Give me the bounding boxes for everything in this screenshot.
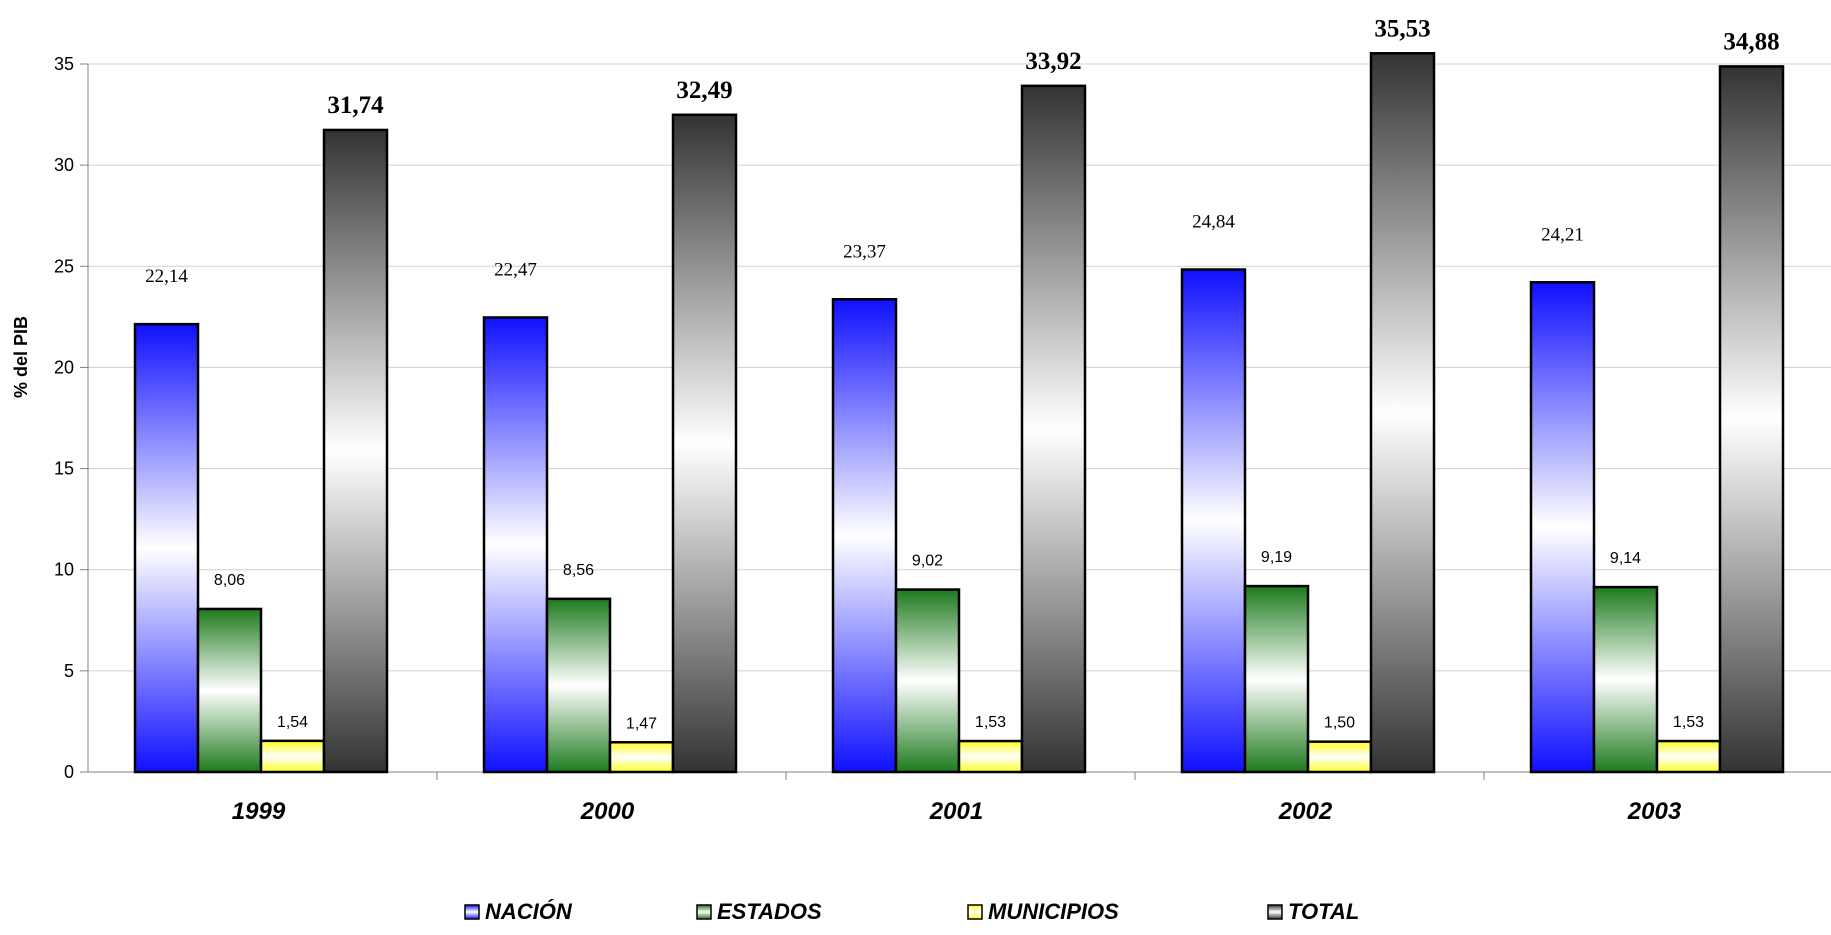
bar-total-1999 [322,128,389,774]
x-category-label: 2000 [580,798,635,825]
y-tick-label: 5 [64,661,74,681]
y-tick-label: 25 [54,256,74,276]
legend-swatch [967,904,983,920]
data-labels: 22,14 8,06 1,54 31,74 22,47 8,56 1,47 32,49 23,3… [145,15,1780,732]
data-label: 32,49 [676,77,732,104]
y-tick-label: 30 [54,155,74,175]
legend-swatch [464,904,480,920]
bar-estados-2001 [894,588,961,774]
bar-nacin-2002 [1180,268,1247,774]
y-tick-label: 0 [64,762,74,782]
bar-estados-2003 [1592,585,1659,774]
bar-nacin-2001 [831,298,898,774]
bar-estados-2000 [545,597,612,774]
bar-nacin-1999 [133,322,200,774]
data-label: 1,47 [626,715,657,732]
data-label: 9,02 [912,553,943,570]
data-label: 23,37 [843,241,886,262]
y-axis: 0 5 10 15 20 25 30 35 [54,54,89,782]
bar-estados-2002 [1243,584,1310,774]
y-tick-label: 10 [54,560,74,580]
data-label: 9,14 [1610,550,1641,567]
data-label: 22,14 [145,266,188,287]
data-label: 35,53 [1374,15,1430,42]
x-category-label: 2002 [1278,798,1333,825]
data-label: 1,54 [277,714,308,731]
x-category-label: 2003 [1627,798,1682,825]
data-label: 33,92 [1025,48,1081,75]
data-label: 34,88 [1723,28,1779,55]
legend-swatch [1267,904,1283,920]
legend-label: ESTADOS [717,899,822,924]
bar-municipios-2000 [608,741,675,774]
data-label: 24,21 [1541,224,1584,245]
bar-municipios-2002 [1306,740,1373,774]
y-tick-label: 35 [54,54,74,74]
bar-municipios-2003 [1655,739,1722,774]
bar-total-2001 [1020,84,1087,774]
x-axis: 1999 2000 2001 2002 2003 [88,771,1831,825]
data-label: 8,06 [214,572,245,589]
data-label: 9,19 [1261,549,1292,566]
data-label: 8,56 [563,562,594,579]
data-label: 1,53 [1673,714,1704,731]
legend-label: MUNICIPIOS [988,899,1119,924]
legend-label: TOTAL [1288,899,1359,924]
x-category-label: 2001 [929,798,983,825]
bar-nacin-2003 [1529,281,1596,774]
legend-label: NACIÓN [485,899,573,924]
data-label: 1,53 [975,714,1006,731]
bar-nacin-2000 [482,316,549,774]
data-label: 24,84 [1192,212,1235,233]
data-label: 1,50 [1324,715,1355,732]
data-label: 22,47 [494,259,537,280]
bars [133,52,1785,774]
bar-total-2002 [1369,52,1436,774]
bar-total-2003 [1718,65,1785,774]
x-category-label: 1999 [232,798,286,825]
y-tick-label: 20 [54,357,74,377]
legend-swatch [696,904,712,920]
legend: NACIÓN ESTADOS MUNICIPIOS TOTAL [464,899,1359,924]
bar-total-2000 [671,113,738,774]
bar-municipios-2001 [957,739,1024,774]
data-label: 31,74 [327,92,384,119]
bar-estados-1999 [196,607,263,774]
y-tick-label: 15 [54,459,74,479]
y-axis-title: % del PIB [11,316,31,398]
bar-municipios-1999 [259,739,326,774]
